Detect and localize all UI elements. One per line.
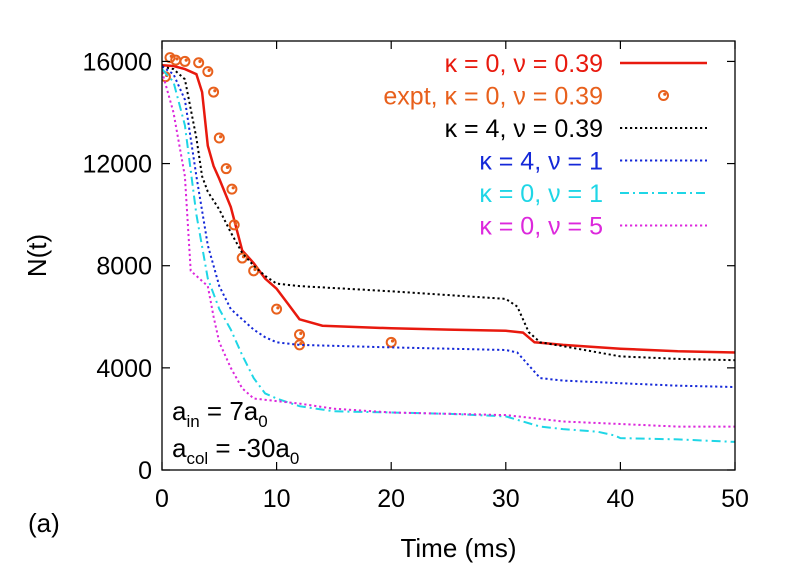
data-point [213, 132, 225, 144]
data-point [226, 183, 238, 195]
data-point [164, 52, 176, 64]
data-point-dot [299, 341, 303, 346]
legend-swatch-dot [663, 92, 667, 96]
legend-label: κ = 4, ν = 1 [479, 148, 603, 176]
data-point-dot [207, 68, 211, 72]
plot-area [162, 52, 735, 443]
data-point-dot [198, 59, 202, 64]
x-tick-label: 30 [492, 485, 520, 513]
data-point [228, 219, 240, 231]
legend-swatch [658, 90, 669, 101]
series-3-line [162, 65, 735, 362]
series-4-line [162, 65, 735, 388]
data-point [385, 336, 397, 348]
legend-label: expt, κ = 0, ν = 0.39 [383, 83, 603, 111]
series-5-line [162, 68, 735, 443]
data-point [220, 163, 232, 175]
parameter-annotation: ain = 7a0 [172, 396, 268, 431]
y-axis-label: N(t) [22, 234, 52, 277]
plot-frame [161, 40, 736, 471]
legend-label: κ = 0, ν = 0.39 [445, 50, 603, 78]
y-tick-label: 8000 [96, 253, 152, 281]
x-tick-label: 10 [263, 485, 291, 513]
data-point-dot [225, 165, 230, 169]
data-point-dot [253, 267, 257, 272]
x-tick-label: 40 [606, 485, 634, 513]
legend-label: κ = 4, ν = 0.39 [445, 115, 603, 143]
data-point-dot [184, 58, 188, 62]
data-point [193, 57, 205, 69]
data-point-dot [213, 89, 217, 93]
data-point-dot [233, 221, 238, 226]
data-point [208, 86, 220, 98]
panel-label: (a) [28, 508, 60, 538]
data-point-dot [390, 339, 395, 343]
data-point [248, 265, 260, 277]
data-point [179, 55, 191, 67]
data-point-dot [276, 306, 280, 310]
series-6-line [162, 71, 735, 428]
y-tick-label: 0 [138, 457, 152, 485]
x-tick-label: 0 [155, 485, 169, 513]
y-tick-label: 12000 [82, 151, 152, 179]
x-tick-label: 50 [721, 485, 749, 513]
data-point [294, 329, 306, 341]
y-tick-label: 4000 [96, 355, 152, 383]
data-point-dot [175, 57, 179, 61]
legend-label: κ = 0, ν = 1 [479, 180, 603, 208]
data-point-dot [231, 186, 235, 190]
data-point-dot [299, 331, 303, 335]
x-tick-label: 20 [377, 485, 405, 513]
data-point [271, 303, 283, 315]
legend: κ = 0, ν = 0.39 expt, κ = 0, ν = 0.39 κ = … [383, 50, 707, 241]
data-point [236, 252, 248, 264]
legend-label: κ = 0, ν = 5 [479, 213, 603, 241]
y-tick-label: 16000 [82, 48, 152, 76]
data-point [202, 66, 214, 78]
data-point-dot [219, 135, 223, 139]
series-2-markers [162, 52, 397, 351]
axes: 0 10 20 30 40 50 0 4000 8000 12000 16000 Time (ms) N… [22, 40, 749, 563]
x-axis-label: Time (ms) [400, 533, 516, 563]
parameter-annotation: acol = -30a0 [172, 433, 299, 468]
